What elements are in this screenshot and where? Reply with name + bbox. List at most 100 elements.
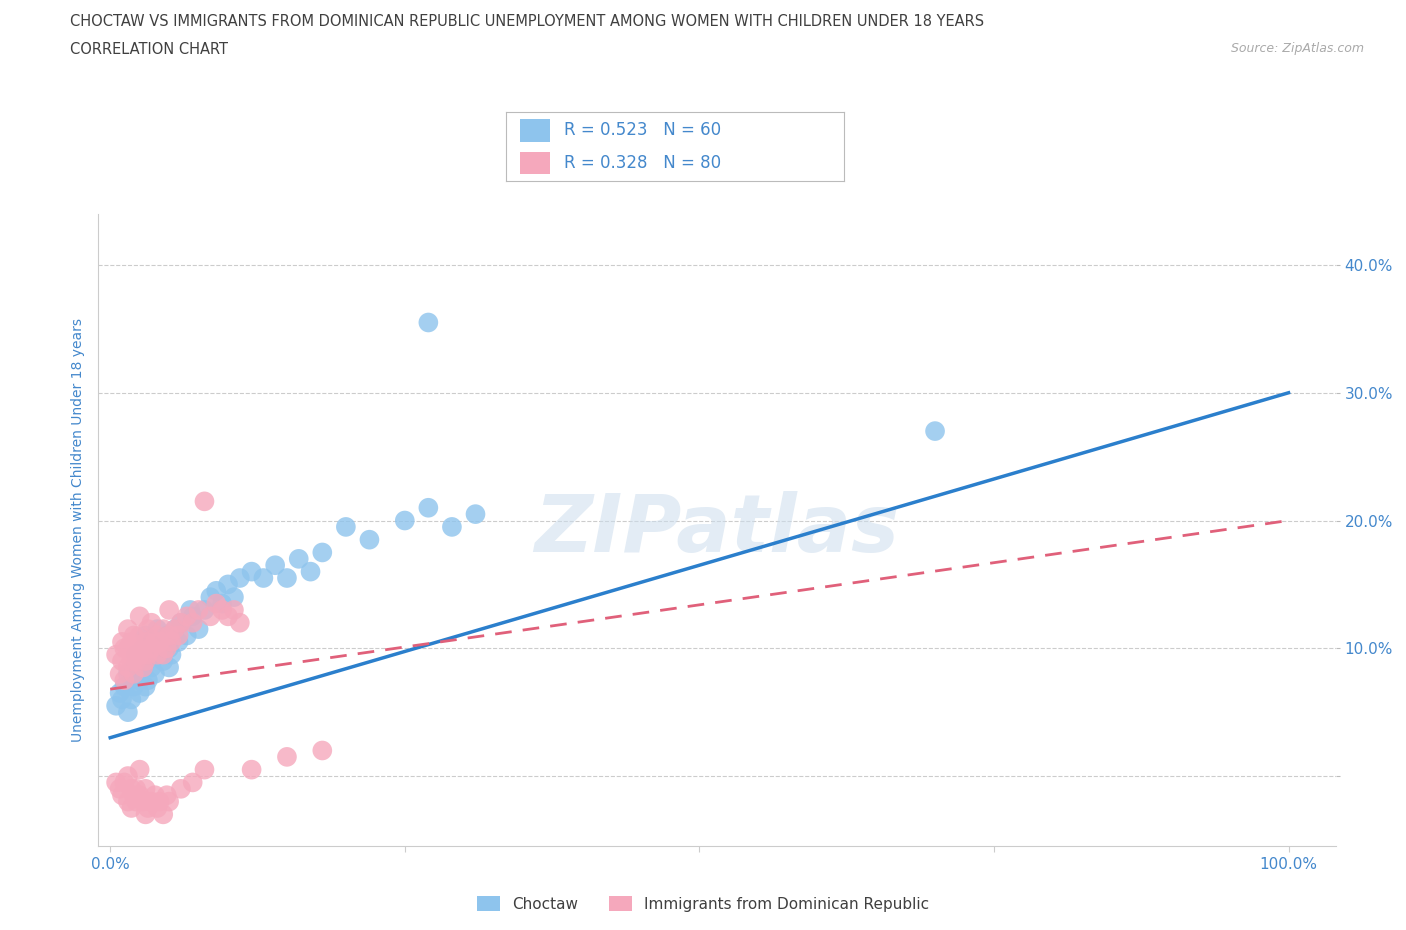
Point	[117, 705, 139, 720]
Point	[111, 692, 134, 707]
Point	[157, 603, 180, 618]
Point	[924, 424, 946, 439]
Point	[143, 667, 166, 682]
Point	[128, 628, 150, 643]
Point	[152, 647, 174, 662]
Point	[276, 750, 298, 764]
Point	[157, 628, 180, 643]
Point	[335, 520, 357, 535]
Point	[125, 794, 148, 809]
Point	[141, 641, 163, 656]
Text: CORRELATION CHART: CORRELATION CHART	[70, 42, 228, 57]
Point	[157, 641, 180, 656]
Point	[264, 558, 287, 573]
Point	[394, 513, 416, 528]
Text: R = 0.328   N = 80: R = 0.328 N = 80	[564, 154, 721, 172]
Point	[179, 603, 201, 618]
Point	[359, 532, 381, 547]
Point	[132, 794, 155, 809]
Text: ZIPatlas: ZIPatlas	[534, 491, 900, 569]
Point	[160, 647, 183, 662]
Point	[156, 641, 179, 656]
Point	[122, 647, 145, 662]
Point	[111, 654, 134, 669]
Point	[170, 616, 193, 631]
Point	[141, 794, 163, 809]
Point	[240, 763, 263, 777]
Point	[217, 577, 239, 591]
Point	[112, 641, 135, 656]
Point	[105, 647, 128, 662]
Point	[222, 603, 245, 618]
Point	[128, 788, 150, 803]
Point	[132, 660, 155, 675]
Point	[156, 788, 179, 803]
Point	[229, 571, 252, 586]
Legend: Choctaw, Immigrants from Dominican Republic: Choctaw, Immigrants from Dominican Repub…	[471, 889, 935, 918]
Bar	[520, 152, 550, 175]
Point	[149, 641, 172, 656]
Point	[120, 692, 142, 707]
Point	[122, 679, 145, 694]
Point	[149, 634, 172, 649]
Point	[111, 634, 134, 649]
Point	[418, 500, 440, 515]
Point	[276, 571, 298, 586]
Point	[205, 583, 228, 598]
Point	[128, 647, 150, 662]
Point	[141, 660, 163, 675]
Point	[287, 551, 309, 566]
Point	[217, 609, 239, 624]
Point	[157, 660, 180, 675]
Point	[152, 621, 174, 636]
Point	[252, 571, 274, 586]
Text: CHOCTAW VS IMMIGRANTS FROM DOMINICAN REPUBLIC UNEMPLOYMENT AMONG WOMEN WITH CHIL: CHOCTAW VS IMMIGRANTS FROM DOMINICAN REP…	[70, 14, 984, 29]
Point	[105, 775, 128, 790]
Point	[117, 641, 139, 656]
Point	[187, 603, 209, 618]
Text: Source: ZipAtlas.com: Source: ZipAtlas.com	[1230, 42, 1364, 55]
Point	[146, 628, 169, 643]
Point	[135, 781, 157, 796]
Point	[167, 628, 190, 643]
Point	[135, 679, 157, 694]
Point	[299, 565, 322, 579]
Point	[136, 621, 159, 636]
Text: R = 0.523   N = 60: R = 0.523 N = 60	[564, 122, 721, 140]
Point	[222, 590, 245, 604]
Point	[125, 641, 148, 656]
Point	[105, 698, 128, 713]
Point	[112, 679, 135, 694]
Point	[141, 634, 163, 649]
Point	[211, 603, 233, 618]
Point	[163, 621, 186, 636]
Point	[125, 667, 148, 682]
Point	[136, 801, 159, 816]
Point	[135, 634, 157, 649]
Point	[143, 634, 166, 649]
Point	[122, 667, 145, 682]
Point	[181, 616, 204, 631]
Point	[128, 685, 150, 700]
Point	[135, 807, 157, 822]
Point	[181, 775, 204, 790]
Point	[167, 634, 190, 649]
Point	[135, 654, 157, 669]
Point	[135, 628, 157, 643]
Point	[464, 507, 486, 522]
Point	[120, 654, 142, 669]
Point	[193, 763, 215, 777]
Y-axis label: Unemployment Among Women with Children Under 18 years: Unemployment Among Women with Children U…	[72, 318, 86, 742]
Point	[418, 315, 440, 330]
Point	[193, 603, 215, 618]
Point	[120, 781, 142, 796]
Point	[176, 628, 198, 643]
Point	[117, 794, 139, 809]
Point	[181, 609, 204, 624]
Point	[440, 520, 463, 535]
Point	[128, 609, 150, 624]
Point	[156, 628, 179, 643]
Point	[170, 781, 193, 796]
Point	[311, 743, 333, 758]
Point	[193, 494, 215, 509]
